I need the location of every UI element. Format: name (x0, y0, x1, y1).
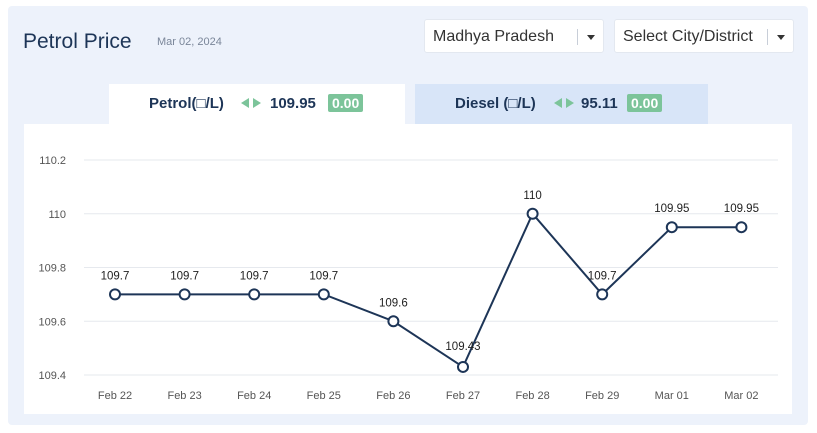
x-tick-label: Feb 29 (585, 390, 619, 402)
city-select[interactable]: Select City/District (614, 19, 794, 53)
x-tick-label: Mar 01 (655, 390, 689, 402)
data-point (109, 288, 121, 301)
diesel-price: 95.11 (581, 95, 618, 112)
data-point (735, 221, 748, 234)
petrol-price: 109.95 (270, 95, 316, 112)
x-tick-label: Feb 22 (98, 390, 132, 402)
y-tick-label: 109.8 (38, 263, 66, 275)
select-separator (577, 29, 578, 45)
data-point (248, 288, 261, 301)
data-label: 109.43 (445, 341, 480, 353)
y-tick-label: 110.2 (39, 155, 66, 167)
left-right-arrows-icon (554, 98, 574, 108)
tab-diesel[interactable]: Diesel (□/L) 95.11 0.00 (415, 84, 708, 124)
tab-petrol-label: Petrol(□/L) (149, 95, 224, 112)
data-label: 109.7 (101, 270, 130, 282)
chevron-down-icon (777, 35, 785, 40)
x-tick-label: Feb 24 (237, 390, 271, 402)
data-point (178, 288, 191, 301)
data-label: 109.95 (724, 203, 759, 215)
x-tick-label: Feb 23 (167, 390, 201, 402)
chevron-down-icon (587, 35, 595, 40)
x-tick-label: Feb 28 (515, 390, 549, 402)
x-tick-label: Mar 02 (724, 390, 758, 402)
state-select[interactable]: Madhya Pradesh (424, 19, 604, 53)
select-separator (767, 29, 768, 45)
data-label: 109.7 (170, 270, 199, 282)
y-tick-label: 109.4 (38, 370, 66, 382)
price-date: Mar 02, 2024 (157, 36, 222, 48)
page-title: Petrol Price (23, 30, 132, 53)
data-point (387, 315, 400, 328)
left-right-arrows-icon (241, 98, 261, 108)
price-line-chart: 109.4 109.6 109.8 110 110.2 Feb 22 Feb 23 Feb 2… (38, 155, 778, 402)
y-tick-label: 109.6 (38, 316, 66, 328)
petrol-price-widget: Petrol Price Mar 02, 2024 Madhya Pradesh… (8, 6, 808, 425)
data-label: 109.95 (654, 203, 689, 215)
series-line (115, 211, 742, 369)
x-tick-label: Feb 26 (376, 390, 410, 402)
data-label: 109.6 (379, 297, 408, 309)
data-point (665, 221, 678, 234)
data-point (596, 288, 609, 301)
tab-petrol[interactable]: Petrol(□/L) 109.95 0.00 (109, 84, 405, 124)
data-label: 109.7 (240, 270, 269, 282)
diesel-change-badge: 0.00 (627, 94, 663, 112)
petrol-change-badge: 0.00 (328, 94, 364, 112)
data-point (457, 360, 469, 373)
chart-panel: 109.4 109.6 109.8 110 110.2 Feb 22 Feb 23 Feb 2… (24, 124, 792, 414)
state-select-value: Madhya Pradesh (433, 28, 554, 45)
data-point (526, 207, 539, 220)
tab-diesel-label: Diesel (□/L) (455, 95, 536, 112)
data-label: 109.7 (588, 270, 617, 282)
data-label: 110 (523, 190, 541, 202)
data-label: 109.7 (309, 270, 338, 282)
y-tick-label: 110 (48, 209, 66, 221)
city-select-value: Select City/District (623, 28, 753, 45)
x-tick-label: Feb 27 (446, 390, 480, 402)
data-point (317, 288, 330, 301)
x-tick-label: Feb 25 (307, 390, 341, 402)
